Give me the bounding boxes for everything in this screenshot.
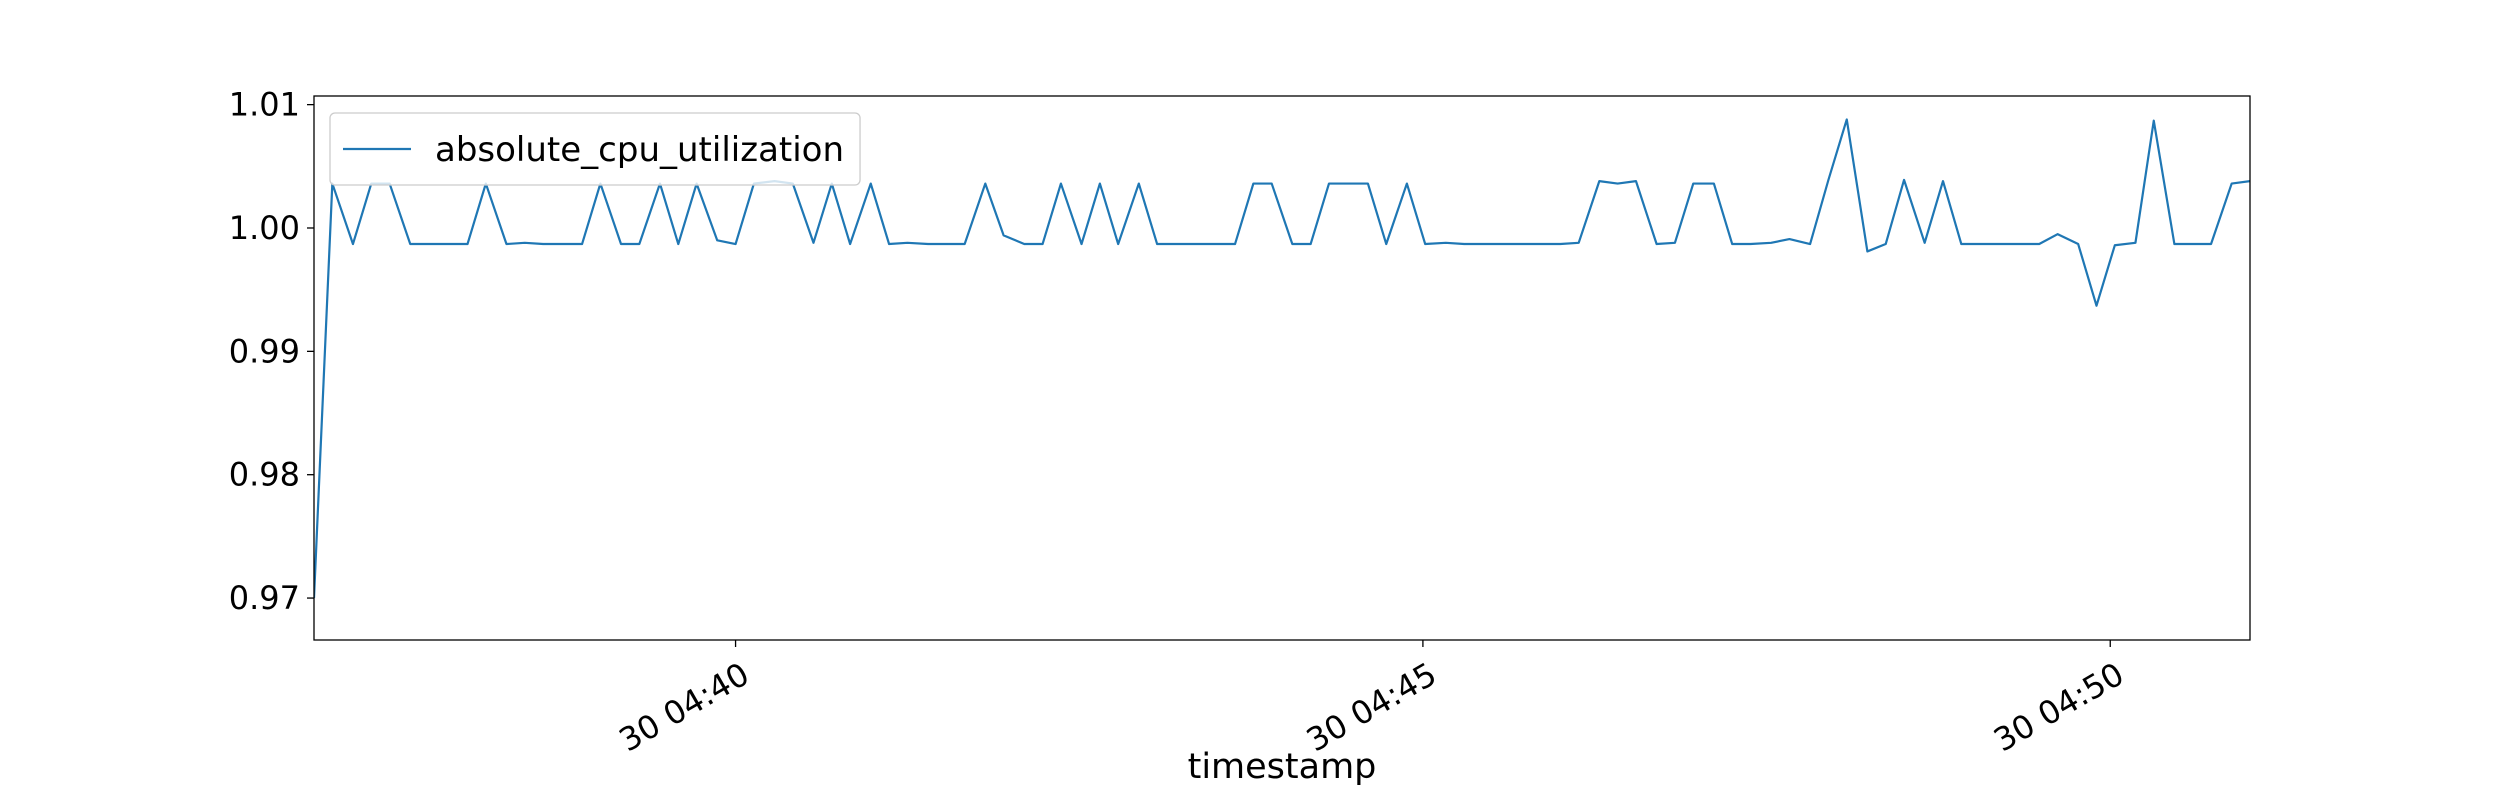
legend-box [329,112,861,186]
plot-frame [313,95,2251,641]
y-tick-label: 0.97 [229,579,300,617]
legend-label: absolute_cpu_utilization [435,130,844,170]
y-tick-label: 1.01 [229,86,300,124]
x-tick-label: 30 04:45 [1300,655,1443,759]
x-tick-label: 30 04:40 [613,655,756,759]
x-axis-label: timestamp [1188,747,1377,787]
y-tick-label: 0.98 [229,456,300,494]
line-series [314,118,2250,599]
y-tick-label: 1.00 [229,209,300,247]
y-tick-label: 0.99 [229,332,300,370]
x-tick-label: 30 04:50 [1987,655,2130,759]
